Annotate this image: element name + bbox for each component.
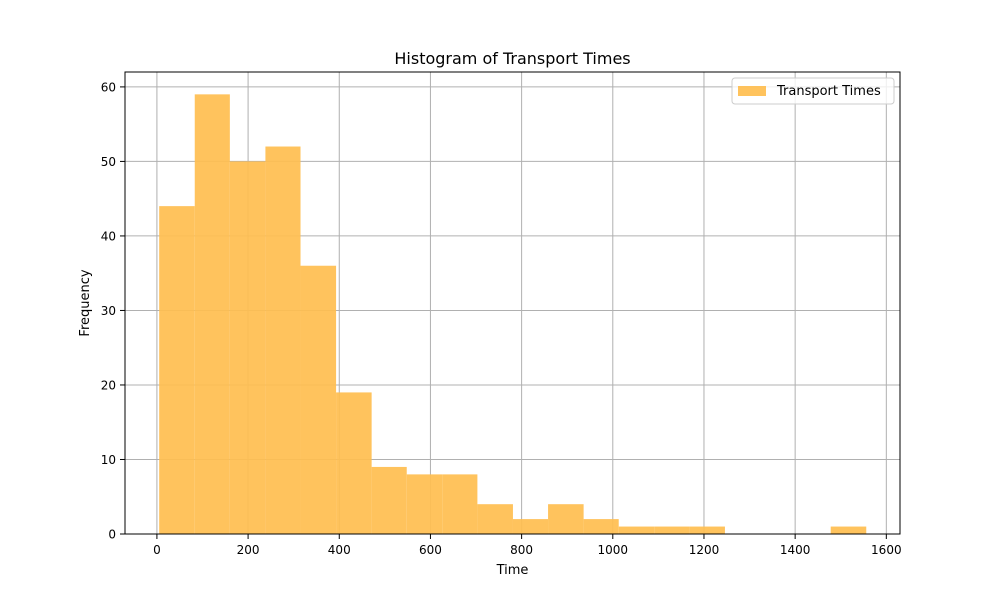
histogram-bar [371,466,407,534]
y-tick-label: 30 [101,304,116,318]
histogram-bar [689,526,725,534]
x-tick-label: 400 [328,543,351,557]
histogram-bar [512,519,549,534]
y-tick-label: 60 [101,80,116,94]
x-tick-label: 1200 [689,543,720,557]
y-axis-label: Frequency [78,269,93,336]
legend-frame [731,77,895,105]
histogram-bar [229,161,266,534]
legend: Transport Times [731,77,895,105]
y-tick-label: 20 [101,378,116,392]
chart-title: Histogram of Transport Times [394,49,630,68]
y-tick-label: 0 [108,528,116,542]
legend-swatch [738,86,766,96]
x-tick-label: 800 [510,543,533,557]
histogram-bar [583,519,619,534]
histogram-bar [194,94,230,535]
y-tick-label: 40 [101,229,116,243]
histogram-bar [830,526,867,534]
histogram-bar [654,526,690,534]
histogram-bar [442,474,478,534]
x-tick-label: 0 [153,543,161,557]
y-axis-ticks: 0 10 20 30 40 50 60 [101,80,125,542]
x-axis-ticks: 0 200 400 600 800 1000 1200 1400 1600 [153,534,902,557]
plot-frame [124,71,901,535]
x-tick-label: 600 [419,543,442,557]
histogram-bar [300,265,337,534]
histogram-bars [159,94,867,535]
y-tick-label: 10 [101,453,116,467]
x-tick-label: 1400 [780,543,811,557]
y-tick-label: 50 [101,155,116,169]
x-axis-label: Time [496,563,529,578]
histogram-bar [159,206,195,534]
histogram-bar [477,504,513,534]
x-tick-label: 1600 [871,543,902,557]
x-tick-label: 200 [237,543,260,557]
x-tick-label: 1000 [598,543,629,557]
histogram-bar [548,504,584,534]
legend-label: Transport Times [776,84,881,99]
histogram-bar [336,392,372,534]
histogram-bar [406,474,443,534]
histogram-bar [618,526,655,534]
histogram-bar [265,146,301,535]
